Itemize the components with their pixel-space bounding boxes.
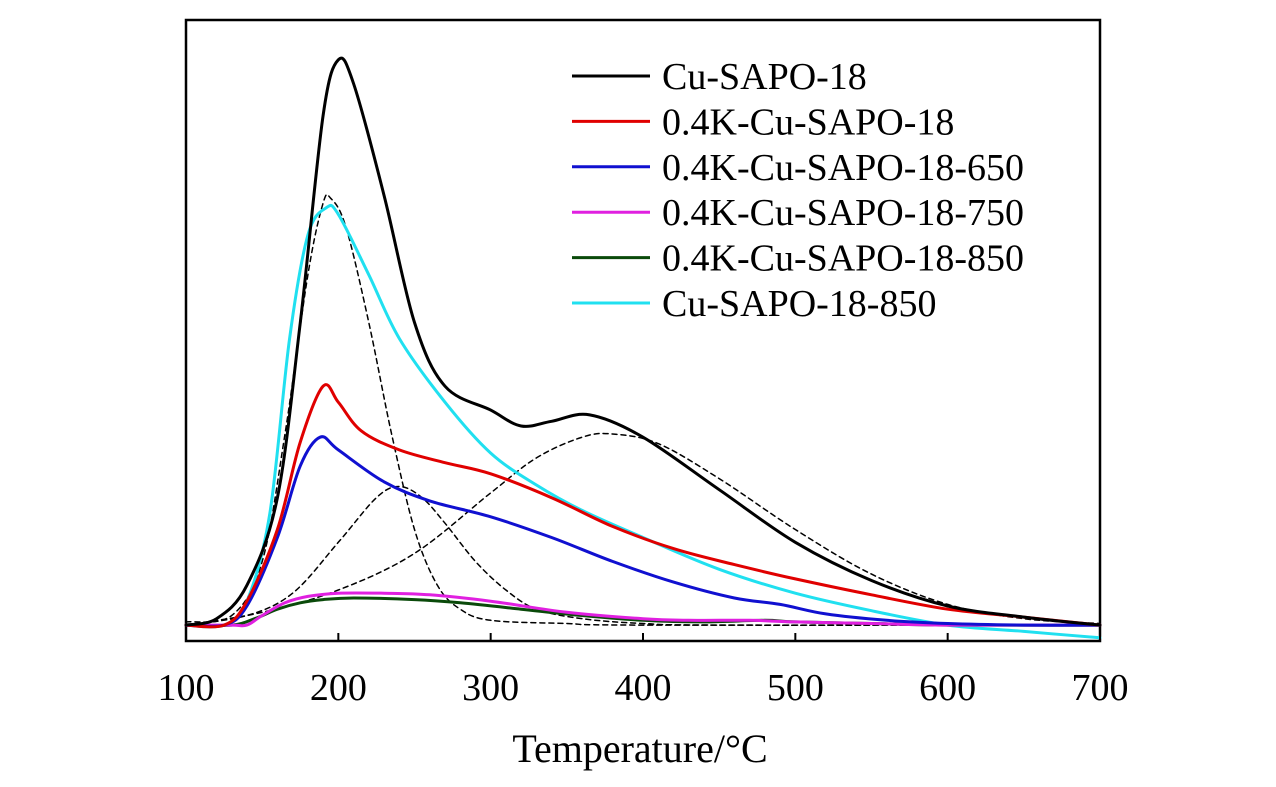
series-line-fit-peak-2: [185, 485, 1101, 626]
series-line-cu-sapo-18: [184, 56, 1102, 627]
legend-label-0-4k-cu-sapo-18: 0.4K-Cu-SAPO-18: [662, 101, 954, 143]
legend-label-0-4k-cu-sapo-18-750: 0.4K-Cu-SAPO-18-750: [662, 192, 1024, 234]
x-tick-label-200: 200: [310, 667, 367, 709]
legend-label-0-4k-cu-sapo-18-650: 0.4K-Cu-SAPO-18-650: [662, 147, 1024, 189]
series-layer: [184, 56, 1102, 640]
x-axis-title: Temperature/°C: [512, 726, 767, 771]
legend: Cu-SAPO-180.4K-Cu-SAPO-180.4K-Cu-SAPO-18…: [572, 56, 1024, 325]
x-tick-label-600: 600: [919, 667, 976, 709]
series-line-0-4k-cu-sapo-18: [184, 383, 1102, 629]
x-tick-label-500: 500: [767, 667, 824, 709]
series-line-fit-peak-1: [185, 193, 1101, 626]
series-line-0-4k-cu-sapo-18-750: [184, 591, 1102, 628]
legend-label-cu-sapo-18-850: Cu-SAPO-18-850: [662, 283, 936, 325]
x-tick-label-700: 700: [1072, 667, 1129, 709]
x-axis-ticks: 100 200 300 400 500 600 700: [158, 633, 1129, 709]
legend-label-0-4k-cu-sapo-18-850: 0.4K-Cu-SAPO-18-850: [662, 238, 1024, 280]
series-line-cu-sapo-18-850: [184, 203, 1102, 640]
x-tick-label-400: 400: [615, 667, 672, 709]
x-tick-label-100: 100: [158, 667, 215, 709]
series-line-0-4k-cu-sapo-18-650: [184, 435, 1102, 629]
series-line-fit-peak-3: [185, 432, 1101, 626]
legend-label-cu-sapo-18: Cu-SAPO-18: [662, 56, 867, 98]
x-tick-label-300: 300: [462, 667, 519, 709]
